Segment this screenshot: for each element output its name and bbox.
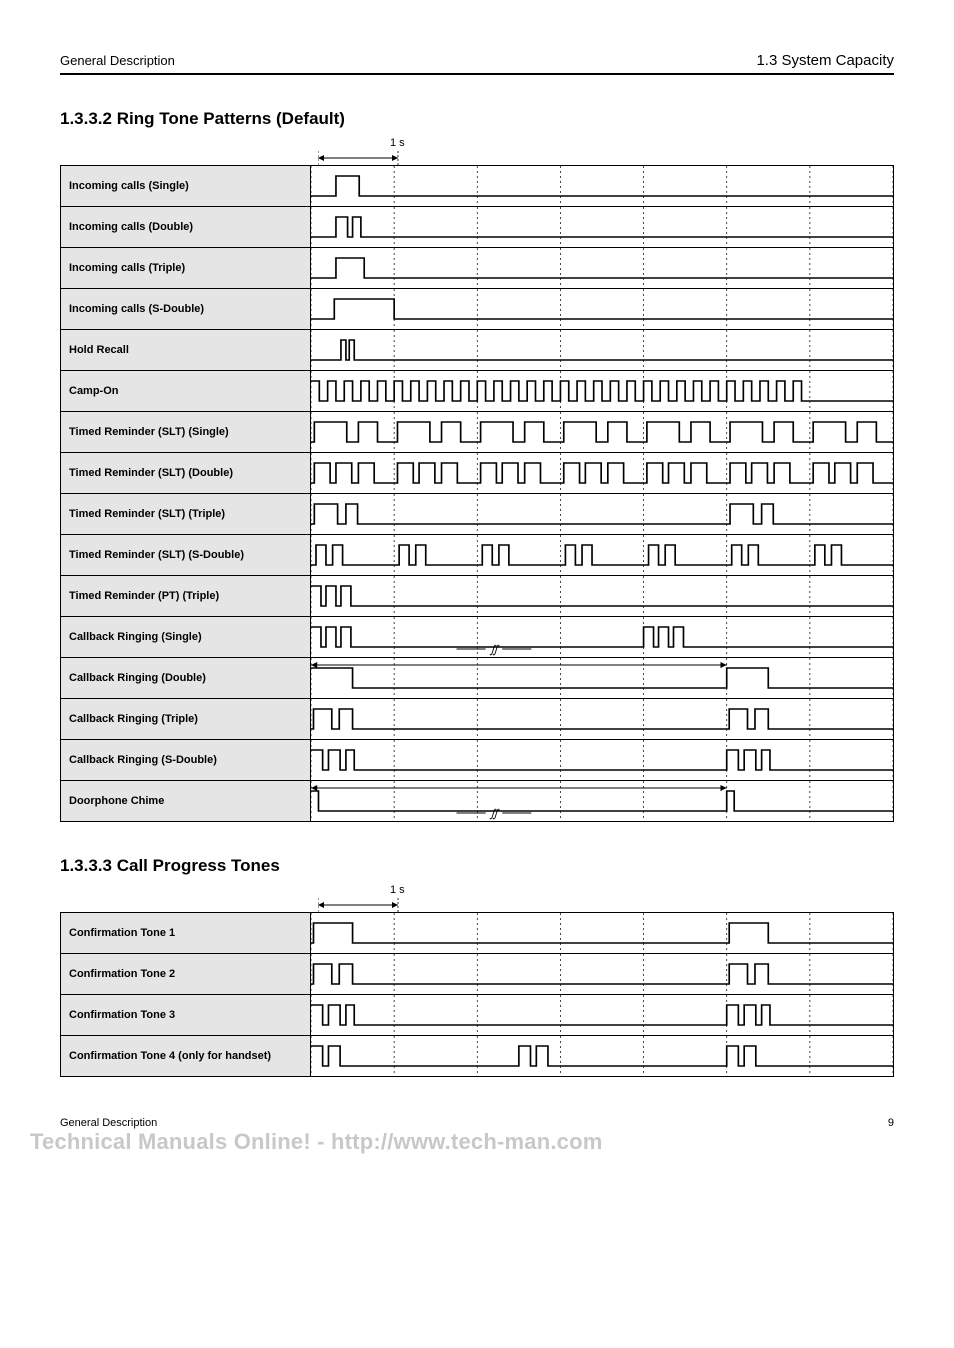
table-row: Hold Recall <box>61 330 894 371</box>
table-row: Callback Ringing (Triple) <box>61 699 894 740</box>
section2-title: 1.3.3.3 Call Progress Tones <box>60 856 894 876</box>
tone-waveform <box>311 913 894 954</box>
header-left: General Description <box>60 53 175 68</box>
table-row: Confirmation Tone 2 <box>61 954 894 995</box>
svg-text:∬: ∬ <box>489 808 500 820</box>
table-row: Confirmation Tone 1 <box>61 913 894 954</box>
footer-right: 9 <box>888 1117 894 1129</box>
tone-label: Incoming calls (S-Double) <box>61 289 311 330</box>
tone-label: Doorphone Chime <box>61 781 311 822</box>
table-row: Incoming calls (Single) <box>61 166 894 207</box>
tone-waveform: ∬ <box>311 781 894 822</box>
tone-waveform: ∬ <box>311 617 894 658</box>
tone-waveform <box>311 576 894 617</box>
tone-waveform <box>311 699 894 740</box>
tone-waveform <box>311 330 894 371</box>
table-row: Incoming calls (Double) <box>61 207 894 248</box>
svg-text:∬: ∬ <box>489 644 500 656</box>
tone-label: Timed Reminder (SLT) (Double) <box>61 453 311 494</box>
tone-label: Incoming calls (Single) <box>61 166 311 207</box>
tone-waveform <box>311 954 894 995</box>
section1-title: 1.3.3.2 Ring Tone Patterns (Default) <box>60 109 894 129</box>
tone-waveform <box>311 535 894 576</box>
section2-table: Confirmation Tone 1 Confirmation Tone 2 … <box>60 912 894 1077</box>
table-row: Doorphone Chime ∬ <box>61 781 894 822</box>
table-row: Confirmation Tone 4 (only for handset) <box>61 1036 894 1077</box>
section1-cycle-label: 1 s <box>390 137 894 149</box>
tone-label: Timed Reminder (SLT) (Triple) <box>61 494 311 535</box>
table-row: Timed Reminder (SLT) (Double) <box>61 453 894 494</box>
tone-label: Incoming calls (Triple) <box>61 248 311 289</box>
tone-label: Callback Ringing (Single) <box>61 617 311 658</box>
tone-waveform <box>311 371 894 412</box>
table-row: Timed Reminder (SLT) (Single) <box>61 412 894 453</box>
table-row: Confirmation Tone 3 <box>61 995 894 1036</box>
tone-label: Hold Recall <box>61 330 311 371</box>
table-row: Camp-On <box>61 371 894 412</box>
tone-label: Callback Ringing (S-Double) <box>61 740 311 781</box>
table-row: Incoming calls (S-Double) <box>61 289 894 330</box>
tone-label: Callback Ringing (Triple) <box>61 699 311 740</box>
section2-cycle-label: 1 s <box>390 884 894 896</box>
tone-label: Incoming calls (Double) <box>61 207 311 248</box>
table-row: Incoming calls (Triple) <box>61 248 894 289</box>
tone-label: Timed Reminder (SLT) (Single) <box>61 412 311 453</box>
tone-waveform <box>311 207 894 248</box>
tone-label: Callback Ringing (Double) <box>61 658 311 699</box>
table-row: Callback Ringing (Single) ∬ <box>61 617 894 658</box>
tone-label: Camp-On <box>61 371 311 412</box>
tone-waveform <box>311 412 894 453</box>
tone-label: Confirmation Tone 1 <box>61 913 311 954</box>
header-rule <box>60 73 894 75</box>
section1-cycle-marker <box>60 151 894 165</box>
table-row: Callback Ringing (Double) <box>61 658 894 699</box>
tone-waveform <box>311 453 894 494</box>
section1-table: Incoming calls (Single) Incoming calls (… <box>60 165 894 822</box>
tone-label: Confirmation Tone 4 (only for handset) <box>61 1036 311 1077</box>
tone-label: Confirmation Tone 3 <box>61 995 311 1036</box>
header-right: 1.3 System Capacity <box>756 52 894 69</box>
tone-waveform <box>311 1036 894 1077</box>
table-row: Callback Ringing (S-Double) <box>61 740 894 781</box>
tone-label: Timed Reminder (PT) (Triple) <box>61 576 311 617</box>
section2-cycle-marker <box>60 898 894 912</box>
tone-waveform <box>311 248 894 289</box>
tone-waveform <box>311 658 894 699</box>
tone-label: Timed Reminder (SLT) (S-Double) <box>61 535 311 576</box>
tone-label: Confirmation Tone 2 <box>61 954 311 995</box>
footer-left: General Description <box>60 1117 157 1129</box>
watermark: Technical Manuals Online! - http://www.t… <box>30 1129 602 1155</box>
tone-waveform <box>311 166 894 207</box>
tone-waveform <box>311 995 894 1036</box>
table-row: Timed Reminder (PT) (Triple) <box>61 576 894 617</box>
table-row: Timed Reminder (SLT) (S-Double) <box>61 535 894 576</box>
tone-waveform <box>311 494 894 535</box>
tone-waveform <box>311 740 894 781</box>
tone-waveform <box>311 289 894 330</box>
table-row: Timed Reminder (SLT) (Triple) <box>61 494 894 535</box>
